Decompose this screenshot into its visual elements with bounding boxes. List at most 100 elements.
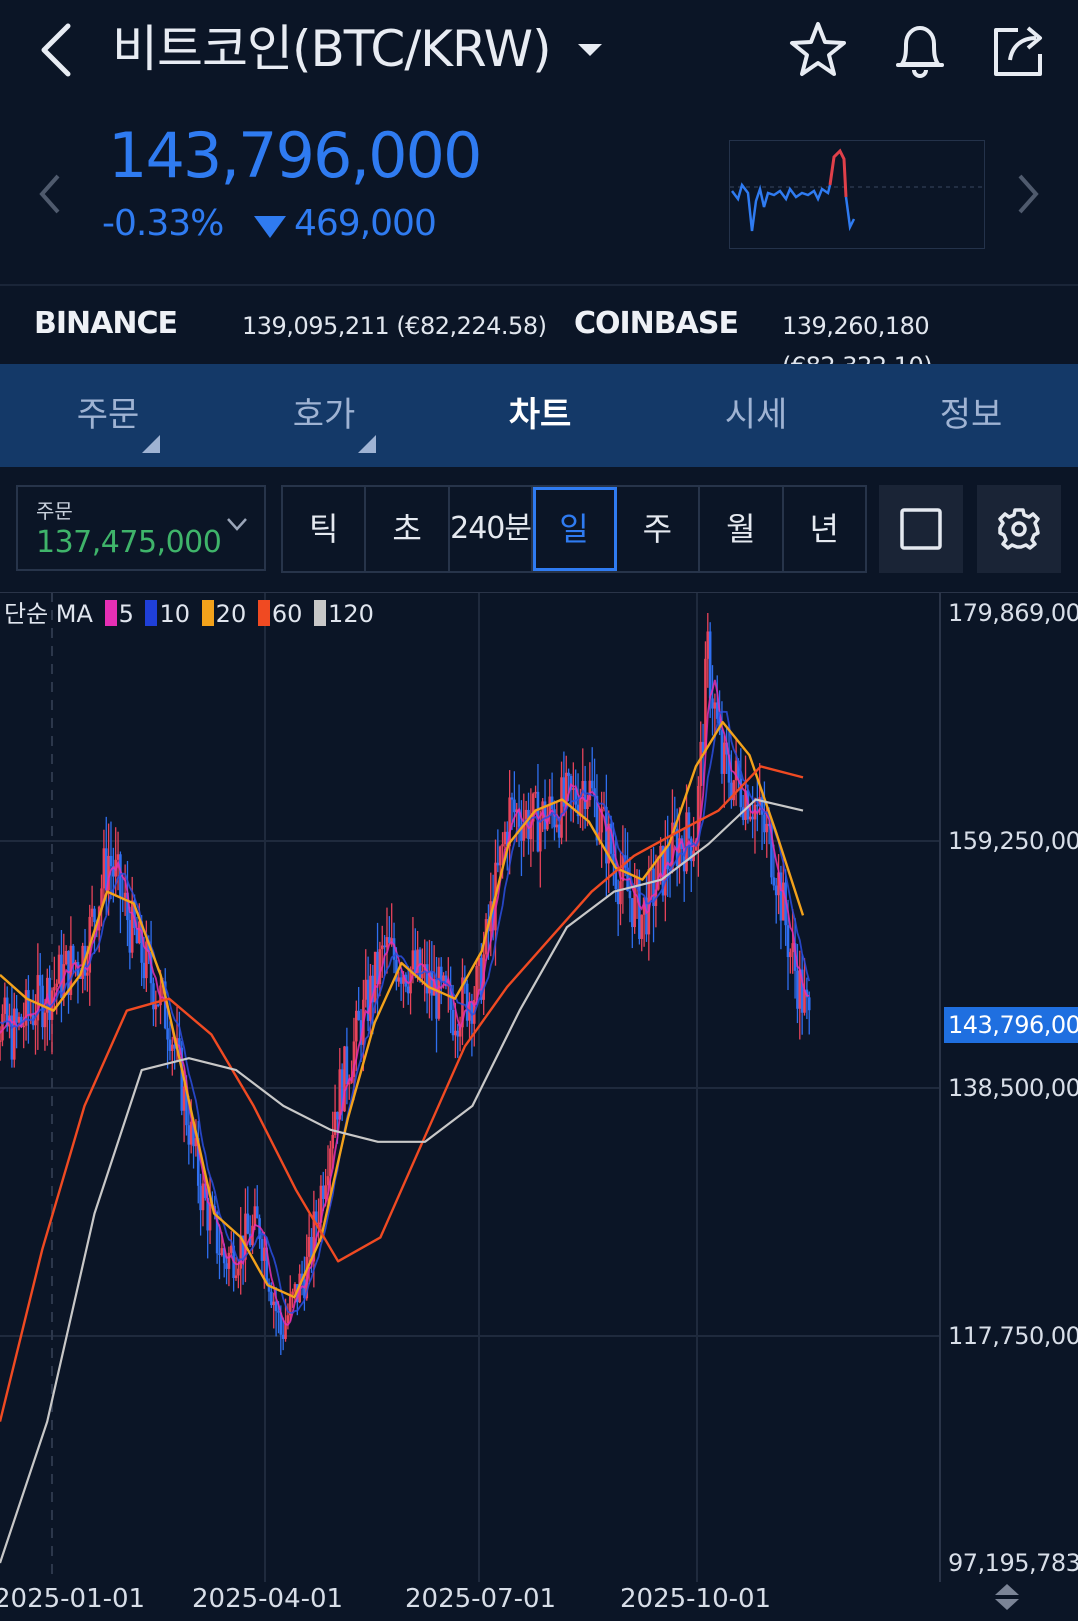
coin-title[interactable]: 비트코인(BTC/KRW)	[112, 20, 552, 78]
interval-second[interactable]: 초	[366, 487, 450, 571]
candle-body	[357, 1010, 360, 1021]
legend-swatch-ma5	[104, 600, 117, 626]
candle-body	[36, 975, 40, 1021]
interval-year[interactable]: 년	[809, 510, 839, 548]
candle-body	[774, 885, 778, 896]
candle-body	[17, 1016, 21, 1023]
candle-body	[227, 1252, 231, 1269]
candle-body	[659, 845, 662, 857]
candle-body	[116, 854, 120, 860]
chevron-down-icon[interactable]	[578, 44, 602, 56]
candle-body	[53, 986, 56, 991]
interval-240min[interactable]: 240분	[450, 487, 534, 571]
interval-month[interactable]: 월	[700, 487, 784, 571]
candle-body	[520, 827, 523, 841]
candle-body	[204, 1183, 207, 1198]
candle-body	[187, 1125, 191, 1145]
candle-body	[201, 1183, 205, 1211]
candle-body	[720, 730, 724, 774]
tab-chart[interactable]: 차트	[508, 395, 572, 435]
candle-body	[555, 824, 559, 828]
candle-body	[133, 900, 136, 929]
candle-body	[277, 1311, 280, 1313]
settings-button[interactable]	[977, 485, 1061, 573]
y-tick-label: 138,500,000	[948, 1074, 1078, 1102]
tab-orderbook[interactable]: 호가	[292, 395, 356, 435]
candle-body	[465, 983, 469, 1021]
ma-legend: 단순 MA 5 10 20 60 120	[4, 598, 374, 630]
candle-body	[324, 1185, 327, 1200]
interval-week[interactable]: 주	[617, 487, 701, 571]
candle-body	[244, 1213, 247, 1260]
candle-body	[373, 951, 377, 1003]
candle-body	[147, 941, 151, 953]
candle-body	[24, 990, 28, 1026]
share-icon[interactable]	[988, 18, 1052, 82]
candle-body	[678, 838, 681, 867]
candle-body	[60, 954, 63, 999]
interval-day[interactable]: 일	[533, 487, 617, 571]
candle-body	[791, 943, 795, 953]
back-icon[interactable]	[34, 20, 84, 80]
candle-body	[477, 957, 481, 966]
next-coin-icon[interactable]	[1014, 172, 1042, 216]
prev-coin-icon[interactable]	[36, 172, 64, 216]
candle-body	[675, 828, 679, 867]
candle-body	[369, 975, 372, 1021]
candle-body	[730, 782, 733, 801]
candle-body	[498, 846, 502, 866]
candle-body	[491, 901, 495, 931]
candle-body	[605, 806, 608, 864]
candle-body	[38, 975, 42, 986]
candle-body	[751, 816, 754, 820]
candle-body	[185, 1086, 188, 1126]
candle-body	[765, 823, 769, 833]
candle-body	[314, 1211, 318, 1224]
candle-body	[140, 921, 143, 963]
price-chart[interactable]	[0, 591, 1078, 1617]
candle-body	[149, 952, 153, 984]
tab-info[interactable]: 정보	[939, 395, 1003, 435]
candle-body	[534, 791, 537, 794]
exchange-name-binance: BINANCE	[34, 306, 178, 341]
candle-body	[701, 741, 705, 753]
candle-body	[286, 1315, 290, 1324]
chart-type-button[interactable]	[879, 485, 963, 573]
candle-body	[508, 797, 511, 847]
candle-body	[666, 846, 669, 870]
candle-body	[123, 892, 127, 898]
resize-handle-icon[interactable]	[990, 1582, 1024, 1612]
candle-body	[744, 790, 747, 820]
star-icon[interactable]	[786, 18, 850, 82]
candle-body	[737, 760, 740, 779]
candle-body	[137, 921, 141, 944]
candle-body	[225, 1263, 228, 1269]
order-select[interactable]: 주문 137,475,000	[16, 485, 266, 571]
candle-body	[392, 938, 396, 960]
y-tick-label: 159,250,000	[948, 827, 1078, 855]
candle-body	[0, 1040, 2, 1043]
candle-body	[694, 845, 698, 851]
mini-chart	[729, 140, 985, 249]
candle-body	[600, 809, 603, 833]
x-tick-label: 2025-10-01	[620, 1584, 772, 1614]
candle-body	[182, 1086, 186, 1111]
candle-body	[758, 797, 761, 807]
candle-body	[513, 799, 516, 813]
tab-quotes[interactable]: 시세	[724, 395, 788, 435]
divider	[0, 284, 1078, 286]
y-tick-label: 117,750,000	[948, 1322, 1078, 1350]
candle-body	[413, 950, 417, 974]
candle-body	[543, 801, 547, 830]
candle-body	[385, 937, 389, 948]
interval-tick[interactable]: 틱	[283, 487, 367, 571]
candle-body	[300, 1273, 304, 1280]
current-price: 143,796,000	[108, 119, 482, 192]
tab-order[interactable]: 주문	[76, 395, 140, 435]
candle-body	[645, 897, 648, 935]
bell-icon[interactable]	[888, 18, 952, 82]
order-select-value: 137,475,000	[36, 525, 222, 560]
candle-body	[425, 964, 429, 994]
candle-body	[741, 807, 745, 820]
candle-body	[781, 882, 785, 921]
